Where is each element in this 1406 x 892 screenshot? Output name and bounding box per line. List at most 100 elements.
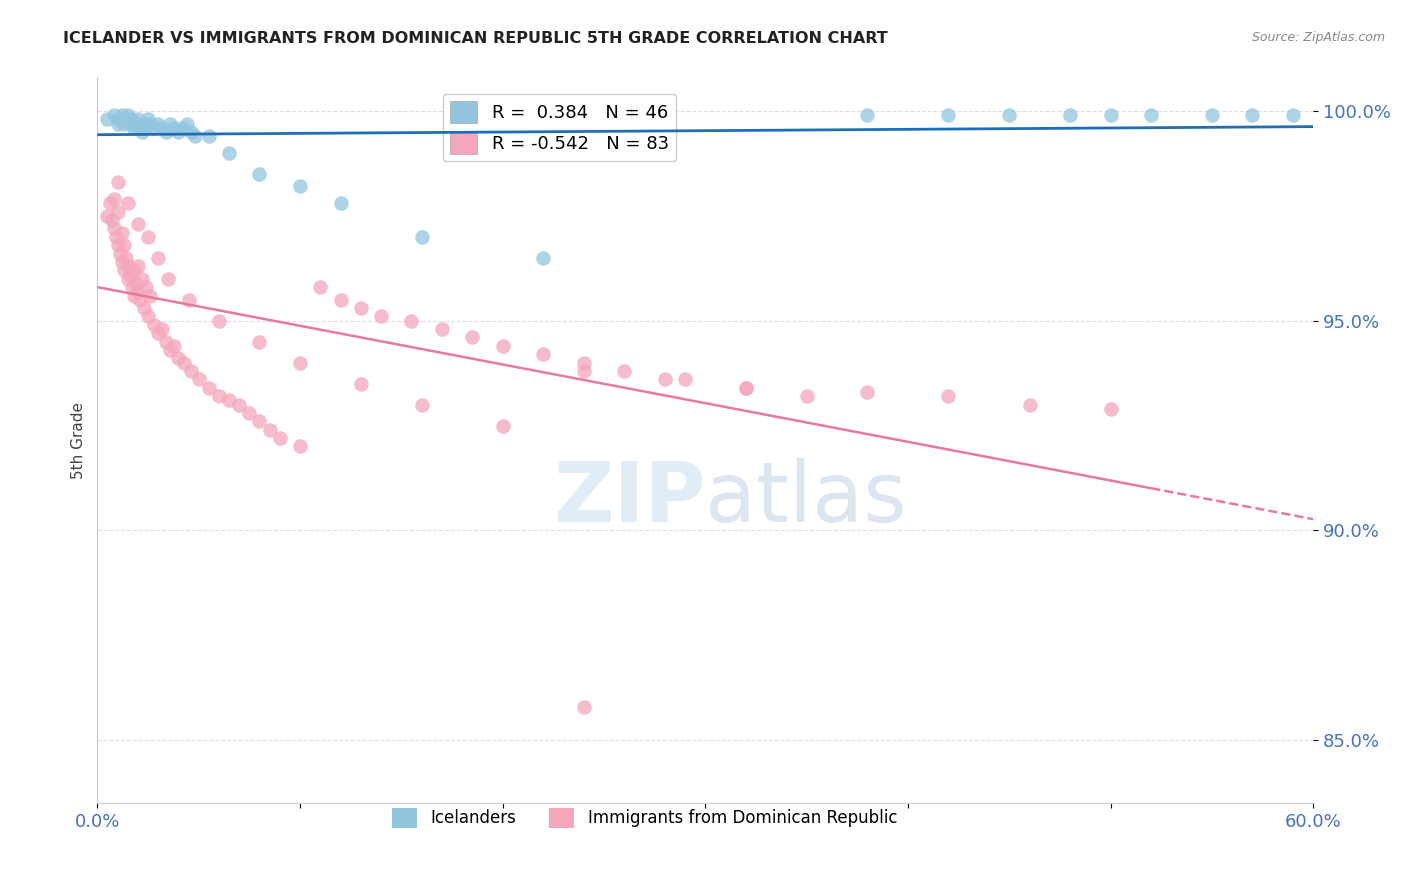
Point: [492, 339, 515, 353]
Point: [155, 125, 177, 139]
Point: [125, 276, 148, 290]
Point: [173, 356, 195, 370]
Point: [107, 204, 129, 219]
Point: [114, 251, 136, 265]
Point: [249, 167, 271, 181]
Point: [531, 347, 554, 361]
Point: [734, 381, 756, 395]
Point: [98, 196, 121, 211]
Point: [734, 381, 756, 395]
Point: [856, 384, 879, 399]
Point: [117, 259, 139, 273]
Point: [180, 125, 202, 139]
Point: [127, 259, 149, 273]
Point: [127, 217, 149, 231]
Point: [118, 268, 141, 282]
Point: [176, 117, 198, 131]
Point: [1059, 108, 1081, 122]
Point: [103, 108, 125, 122]
Point: [249, 334, 271, 349]
Point: [127, 112, 149, 127]
Text: atlas: atlas: [706, 458, 907, 539]
Text: ZIP: ZIP: [553, 458, 706, 539]
Point: [103, 192, 125, 206]
Point: [309, 280, 332, 294]
Point: [218, 393, 240, 408]
Point: [492, 418, 515, 433]
Point: [228, 398, 250, 412]
Point: [163, 120, 186, 135]
Point: [1140, 108, 1163, 122]
Point: [1241, 108, 1264, 122]
Point: [129, 120, 152, 135]
Point: [461, 330, 484, 344]
Point: [259, 423, 281, 437]
Point: [1018, 398, 1040, 412]
Point: [135, 280, 157, 294]
Point: [122, 288, 145, 302]
Point: [856, 108, 879, 122]
Point: [938, 389, 960, 403]
Point: [131, 125, 153, 139]
Point: [122, 263, 145, 277]
Point: [998, 108, 1021, 122]
Point: [329, 293, 352, 307]
Point: [146, 251, 169, 265]
Point: [157, 271, 180, 285]
Point: [108, 246, 131, 260]
Point: [143, 318, 166, 332]
Point: [112, 263, 135, 277]
Point: [132, 301, 155, 315]
Point: [938, 108, 960, 122]
Point: [103, 221, 125, 235]
Text: ICELANDER VS IMMIGRANTS FROM DOMINICAN REPUBLIC 5TH GRADE CORRELATION CHART: ICELANDER VS IMMIGRANTS FROM DOMINICAN R…: [63, 31, 889, 46]
Point: [114, 112, 136, 127]
Point: [238, 406, 260, 420]
Point: [172, 120, 194, 135]
Point: [159, 343, 181, 357]
Point: [117, 196, 139, 211]
Point: [796, 389, 818, 403]
Point: [187, 372, 209, 386]
Point: [1099, 108, 1122, 122]
Point: [288, 356, 311, 370]
Point: [136, 229, 159, 244]
Text: Source: ZipAtlas.com: Source: ZipAtlas.com: [1251, 31, 1385, 45]
Point: [163, 339, 186, 353]
Point: [117, 271, 139, 285]
Point: [572, 699, 595, 714]
Point: [218, 145, 240, 160]
Point: [401, 314, 423, 328]
Point: [350, 301, 373, 315]
Point: [329, 196, 352, 211]
Y-axis label: 5th Grade: 5th Grade: [72, 401, 86, 479]
Point: [111, 226, 134, 240]
Point: [129, 293, 152, 307]
Point: [269, 431, 291, 445]
Point: [1282, 108, 1305, 122]
Point: [136, 310, 159, 324]
Point: [177, 293, 200, 307]
Point: [96, 112, 118, 127]
Point: [117, 108, 139, 122]
Point: [146, 117, 169, 131]
Point: [249, 414, 271, 428]
Point: [654, 372, 676, 386]
Point: [411, 398, 433, 412]
Point: [139, 117, 162, 131]
Point: [127, 285, 149, 299]
Point: [107, 112, 129, 127]
Point: [183, 129, 205, 144]
Point: [198, 381, 221, 395]
Legend: Icelanders, Immigrants from Dominican Republic: Icelanders, Immigrants from Dominican Re…: [385, 801, 904, 835]
Point: [167, 125, 190, 139]
Point: [107, 238, 129, 252]
Point: [572, 356, 595, 370]
Point: [411, 229, 433, 244]
Point: [121, 112, 143, 127]
Point: [673, 372, 696, 386]
Point: [100, 213, 122, 227]
Point: [104, 229, 127, 244]
Point: [350, 376, 373, 391]
Point: [143, 120, 166, 135]
